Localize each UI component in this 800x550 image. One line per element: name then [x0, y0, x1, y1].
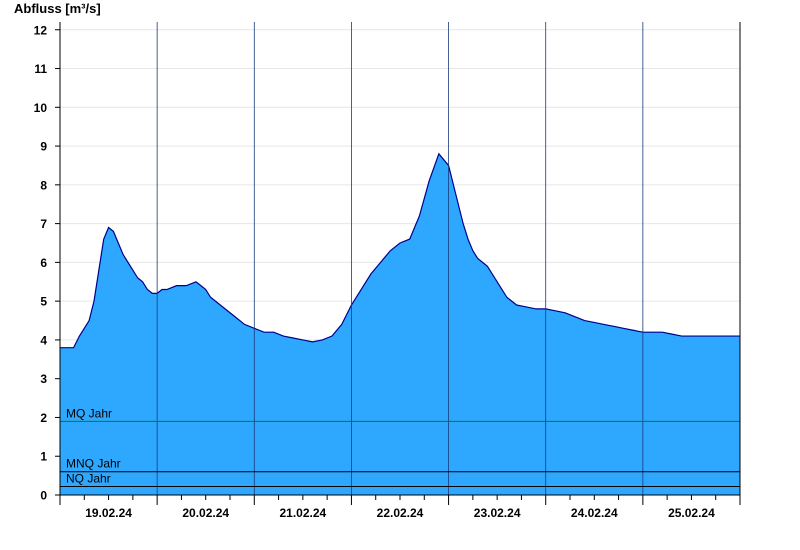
x-tick-label-1: 20.02.24	[182, 506, 229, 520]
ref-label-2: NQ Jahr	[66, 471, 111, 485]
x-tick-label-4: 23.02.24	[474, 506, 521, 520]
day-boundaries	[156, 22, 644, 495]
y-tick-label-12: 12	[34, 23, 48, 37]
y-tick-label-10: 10	[34, 101, 48, 115]
discharge-area	[60, 153, 740, 495]
ref-label-1: MNQ Jahr	[66, 457, 121, 471]
y-tick-label-6: 6	[40, 256, 47, 270]
y-tick-label-8: 8	[40, 178, 47, 192]
x-ticks: 19.02.24 20.02.24 21.02.24 22.02.24 23.02.24…	[59, 495, 741, 520]
discharge-line	[60, 152, 740, 349]
x-tick-label-0: 19.02.24	[85, 506, 132, 520]
y-tick-label-7: 7	[40, 217, 47, 231]
y-tick-label-5: 5	[40, 295, 47, 309]
ref-label-0: MQ Jahr	[66, 406, 112, 420]
y-tick-label-2: 2	[40, 411, 47, 425]
x-tick-label-5: 24.02.24	[571, 506, 618, 520]
x-tick-label-3: 22.02.24	[377, 506, 424, 520]
y-tick-label-1: 1	[40, 450, 47, 464]
x-tick-label-6: 25.02.24	[668, 506, 715, 520]
y-tick-label-0: 0	[40, 489, 47, 503]
y-tick-label-4: 4	[40, 333, 47, 347]
y-tick-label-9: 9	[40, 140, 47, 154]
y-axis-title: Abfluss [m³/s]	[14, 1, 101, 16]
x-tick-label-2: 21.02.24	[279, 506, 326, 520]
y-tick-label-3: 3	[40, 372, 47, 386]
y-tick-label-11: 11	[34, 62, 47, 76]
